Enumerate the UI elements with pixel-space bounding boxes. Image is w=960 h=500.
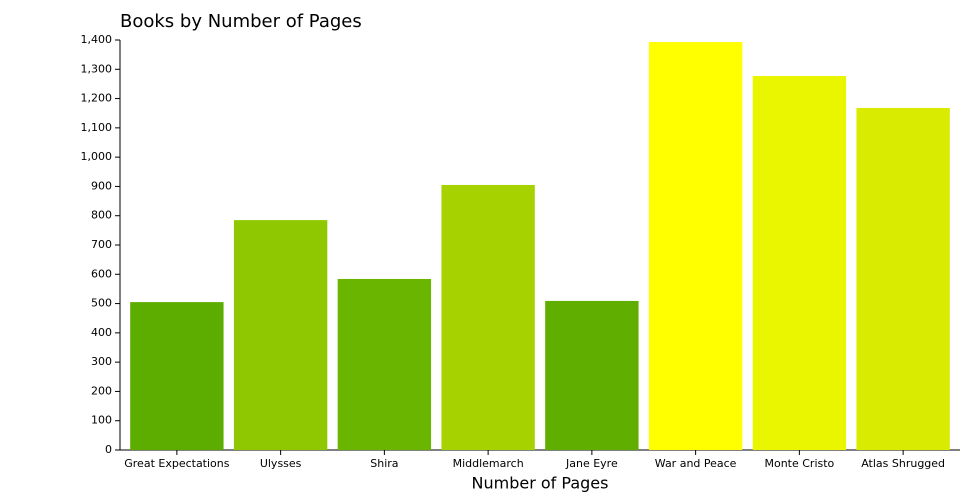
x-tick-label: Shira — [370, 457, 398, 470]
bar — [648, 42, 743, 451]
bar — [337, 278, 432, 450]
y-tick-label: 400 — [91, 326, 112, 339]
y-tick-label: 100 — [91, 414, 112, 427]
y-tick-label: 300 — [91, 355, 112, 368]
x-tick-label: Jane Eyre — [565, 457, 618, 470]
bar — [545, 300, 639, 450]
y-tick-label: 0 — [105, 443, 112, 456]
x-tick-label: Atlas Shrugged — [861, 457, 945, 470]
y-tick-label: 1,300 — [81, 62, 113, 75]
x-tick-label: Great Expectations — [124, 457, 230, 470]
y-tick-label: 1,000 — [81, 150, 113, 163]
y-tick-label: 800 — [91, 209, 112, 222]
x-axis-title: Number of Pages — [472, 474, 609, 493]
x-tick-label: Ulysses — [260, 457, 302, 470]
y-tick-label: 600 — [91, 267, 112, 280]
bar — [752, 76, 847, 451]
y-tick-label: 700 — [91, 238, 112, 251]
x-tick-label: Middlemarch — [453, 457, 524, 470]
chart-title: Books by Number of Pages — [120, 11, 362, 32]
bar — [441, 184, 535, 450]
y-tick-label: 1,100 — [81, 121, 113, 134]
bar — [130, 302, 224, 450]
bar — [233, 220, 328, 450]
y-tick-label: 200 — [91, 384, 112, 397]
x-tick-label: War and Peace — [655, 457, 737, 470]
x-tick-label: Monte Cristo — [764, 457, 834, 470]
y-tick-label: 1,400 — [81, 33, 113, 46]
y-tick-label: 900 — [91, 179, 112, 192]
y-tick-label: 1,200 — [81, 92, 113, 105]
y-tick-label: 500 — [91, 297, 112, 310]
bar — [856, 107, 950, 450]
